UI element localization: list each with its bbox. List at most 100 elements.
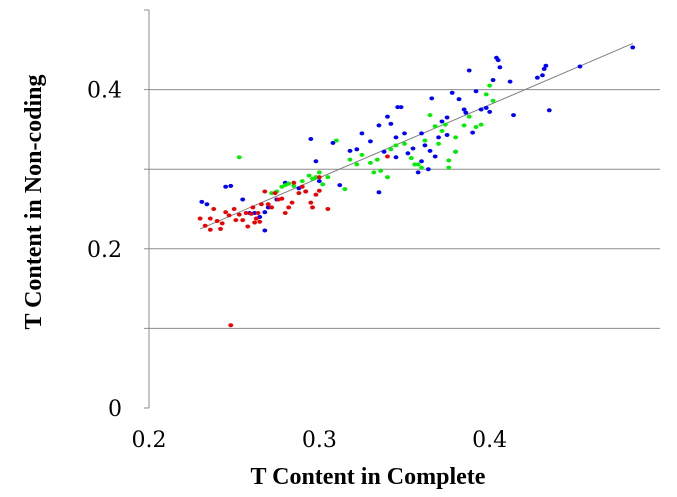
- data-point: [398, 105, 404, 110]
- data-point: [466, 114, 472, 119]
- data-point: [316, 170, 322, 175]
- series-1: [236, 83, 496, 196]
- data-point: [395, 105, 401, 110]
- data-point: [495, 58, 501, 63]
- data-point: [265, 205, 271, 210]
- data-point: [408, 156, 414, 161]
- data-point: [388, 121, 394, 126]
- data-point: [325, 207, 331, 211]
- data-point: [439, 128, 445, 133]
- data-point: [453, 135, 458, 140]
- data-point: [291, 180, 297, 185]
- y-tick-label: 0.4: [87, 79, 122, 104]
- data-point: [316, 188, 322, 193]
- data-point: [436, 135, 441, 140]
- data-point: [236, 212, 242, 217]
- data-point: [219, 221, 225, 226]
- data-point: [342, 187, 348, 192]
- data-point: [240, 197, 246, 202]
- data-point: [483, 92, 489, 97]
- data-point: [412, 162, 418, 167]
- data-point: [546, 108, 552, 113]
- data-point: [296, 191, 302, 196]
- data-point: [432, 124, 438, 129]
- data-point: [248, 211, 254, 216]
- data-point: [354, 162, 360, 167]
- data-point: [388, 147, 394, 152]
- data-point: [490, 78, 496, 83]
- data-point: [393, 135, 399, 140]
- axes: [144, 9, 150, 409]
- data-point: [422, 143, 428, 148]
- data-point: [442, 122, 448, 127]
- data-point: [478, 122, 484, 127]
- data-point: [204, 202, 210, 207]
- data-point: [473, 89, 479, 94]
- data-point: [211, 207, 217, 211]
- data-point: [262, 189, 268, 194]
- y-tick-labels: 0 0.2 0.4: [87, 79, 122, 422]
- data-point: [436, 141, 441, 146]
- data-point: [393, 155, 399, 160]
- data-point: [231, 207, 237, 211]
- data-point: [444, 132, 450, 137]
- data-point: [453, 149, 458, 154]
- data-point: [473, 125, 479, 130]
- data-point: [310, 205, 315, 210]
- data-point: [286, 205, 292, 210]
- data-point: [478, 107, 484, 112]
- data-point: [223, 184, 229, 189]
- data-point: [250, 205, 256, 210]
- data-point: [262, 210, 268, 215]
- y-tick-label: 0.2: [87, 238, 122, 263]
- data-point: [368, 160, 373, 165]
- data-point: [402, 131, 407, 136]
- data-point: [236, 155, 242, 160]
- data-point: [470, 130, 476, 135]
- data-point: [419, 165, 424, 170]
- data-point: [316, 179, 322, 184]
- data-point: [337, 183, 343, 188]
- data-point: [243, 210, 249, 215]
- data-point: [197, 216, 203, 221]
- data-point: [449, 90, 455, 95]
- data-point: [461, 107, 467, 112]
- data-point: [218, 226, 223, 231]
- data-point: [487, 109, 493, 114]
- data-point: [359, 152, 365, 157]
- data-point: [228, 183, 234, 188]
- data-point: [425, 167, 431, 172]
- data-point: [265, 202, 271, 207]
- data-point: [446, 165, 452, 170]
- series-2: [197, 154, 390, 328]
- data-point: [308, 136, 314, 141]
- data-point: [207, 227, 213, 232]
- data-point: [330, 140, 336, 145]
- data-point: [303, 189, 309, 194]
- data-point: [461, 123, 467, 128]
- data-point: [359, 131, 365, 136]
- data-point: [269, 205, 275, 210]
- data-point: [432, 154, 438, 159]
- data-point: [427, 113, 433, 118]
- data-point: [415, 162, 421, 167]
- x-tick-label: 0.4: [472, 428, 507, 453]
- data-point: [259, 202, 264, 207]
- data-point: [245, 224, 251, 229]
- data-point: [402, 141, 407, 146]
- x-tick-label: 0.3: [302, 428, 337, 453]
- data-point: [333, 138, 339, 143]
- data-point: [252, 220, 258, 225]
- data-point: [313, 175, 319, 180]
- data-point: [381, 149, 387, 154]
- data-point: [378, 168, 384, 173]
- data-point: [466, 68, 472, 73]
- data-point: [299, 179, 305, 184]
- data-point: [497, 65, 503, 70]
- data-point: [534, 75, 540, 80]
- data-point: [427, 148, 433, 153]
- trendline-group: [199, 42, 633, 230]
- data-point: [439, 119, 445, 124]
- data-point: [419, 159, 424, 164]
- data-point: [446, 158, 452, 163]
